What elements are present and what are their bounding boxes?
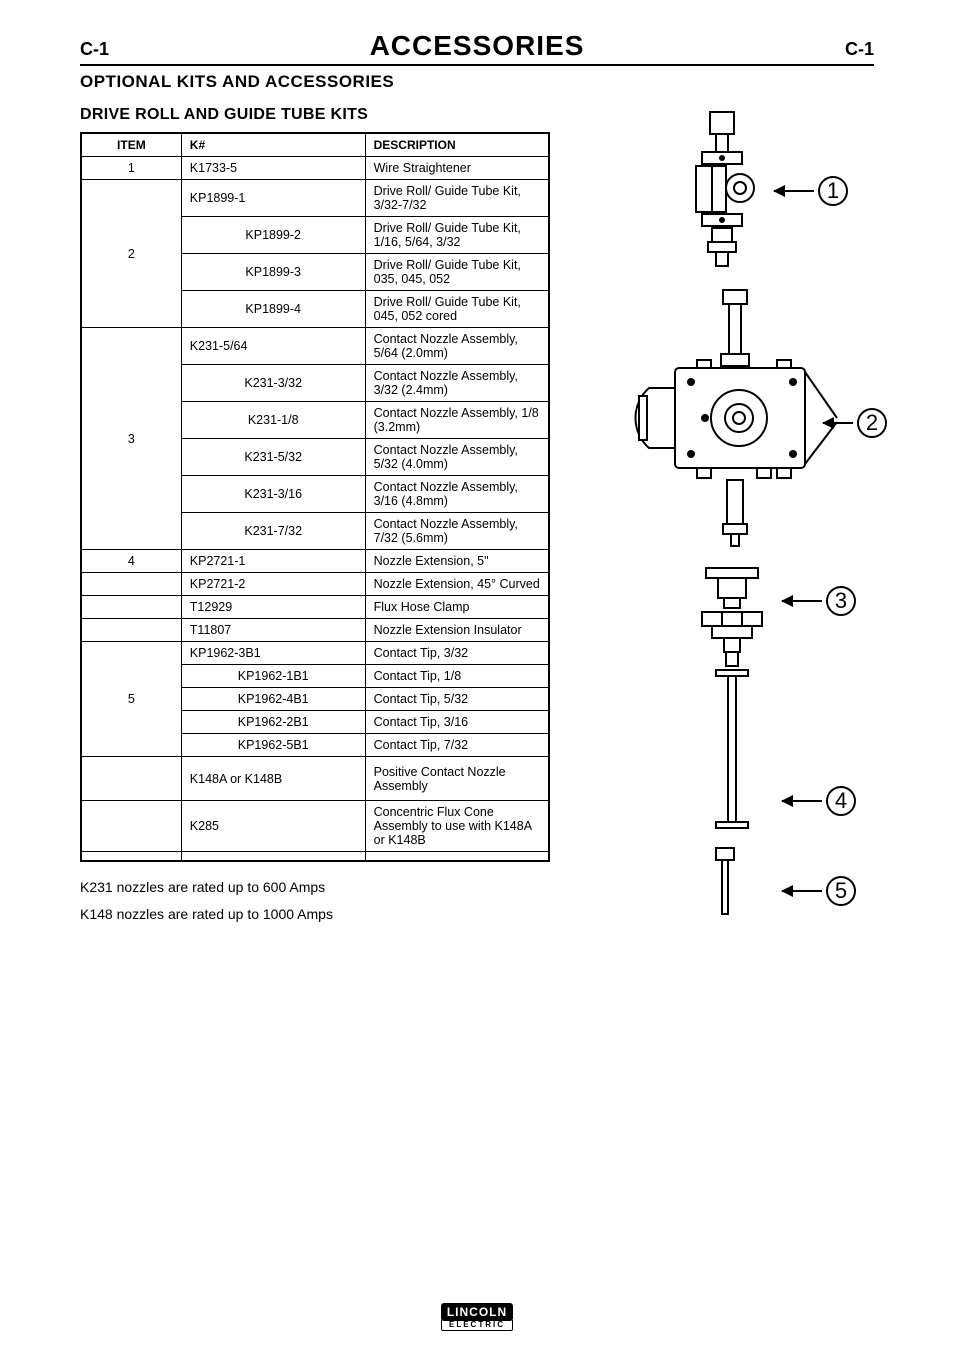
cell-knum: KP1899-1	[181, 180, 365, 217]
table-row: 3K231-5/64Contact Nozzle Assembly, 5/64 …	[81, 328, 549, 365]
table-row: K148A or K148BPositive Contact Nozzle As…	[81, 757, 549, 801]
cell-knum: K231-7/32	[181, 513, 365, 550]
table-row: 4KP2721-1Nozzle Extension, 5"	[81, 550, 549, 573]
cell-knum: T12929	[181, 596, 365, 619]
cell-desc: Nozzle Extension, 5"	[365, 550, 549, 573]
cell-desc: Nozzle Extension Insulator	[365, 619, 549, 642]
cell-desc: Contact Tip, 3/32	[365, 642, 549, 665]
cell-item: 5	[81, 642, 181, 757]
cell-desc: Contact Tip, 3/16	[365, 711, 549, 734]
page-number-left: C-1	[80, 39, 109, 60]
cell-desc: Contact Nozzle Assembly, 1/8 (3.2mm)	[365, 402, 549, 439]
cell-desc: Contact Tip, 7/32	[365, 734, 549, 757]
cell-desc: Wire Straightener	[365, 157, 549, 180]
table-row: T11807Nozzle Extension Insulator	[81, 619, 549, 642]
cell-desc: Contact Nozzle Assembly, 3/32 (2.4mm)	[365, 365, 549, 402]
cell-knum: KP1899-2	[181, 217, 365, 254]
note-line: K148 nozzles are rated up to 1000 Amps	[80, 901, 550, 928]
cell-item	[81, 852, 181, 862]
cell-item	[81, 757, 181, 801]
th-desc: DESCRIPTION	[365, 133, 549, 157]
cell-desc: Contact Tip, 1/8	[365, 665, 549, 688]
cell-knum: T11807	[181, 619, 365, 642]
cell-desc: Flux Hose Clamp	[365, 596, 549, 619]
cell-desc: Contact Nozzle Assembly, 3/16 (4.8mm)	[365, 476, 549, 513]
cell-knum: K231-5/64	[181, 328, 365, 365]
cell-item: 4	[81, 550, 181, 573]
cell-knum: KP1962-3B1	[181, 642, 365, 665]
callout-1: 1	[818, 176, 848, 206]
figure-3-4-5: 3 4 5	[662, 566, 802, 946]
cell-knum: KP1962-5B1	[181, 734, 365, 757]
table-row: 1K1733-5Wire Straightener	[81, 157, 549, 180]
figure-1: 1	[672, 110, 792, 270]
section-title: OPTIONAL KITS AND ACCESSORIES	[80, 72, 874, 92]
table-row: 2KP1899-1Drive Roll/ Guide Tube Kit, 3/3…	[81, 180, 549, 217]
brand-logo: LINCOLN ELECTRIC	[441, 1306, 513, 1331]
table-row: KP2721-2Nozzle Extension, 45° Curved	[81, 573, 549, 596]
cell-desc: Contact Nozzle Assembly, 7/32 (5.6mm)	[365, 513, 549, 550]
cell-knum: KP1962-4B1	[181, 688, 365, 711]
cell-desc: Concentric Flux Cone Assembly to use wit…	[365, 801, 549, 852]
cell-knum: KP2721-1	[181, 550, 365, 573]
cell-desc: Drive Roll/ Guide Tube Kit, 045, 052 cor…	[365, 291, 549, 328]
cell-desc: Positive Contact Nozzle Assembly	[365, 757, 549, 801]
cell-item: 2	[81, 180, 181, 328]
cell-knum: K1733-5	[181, 157, 365, 180]
table-row	[81, 852, 549, 862]
cell-knum: K231-5/32	[181, 439, 365, 476]
figure-2: 2	[627, 288, 837, 548]
logo-top: LINCOLN	[441, 1303, 513, 1321]
callout-4: 4	[826, 786, 856, 816]
table-row: 5KP1962-3B1Contact Tip, 3/32	[81, 642, 549, 665]
cell-item	[81, 596, 181, 619]
table-row: T12929Flux Hose Clamp	[81, 596, 549, 619]
cell-knum: K148A or K148B	[181, 757, 365, 801]
callout-3: 3	[826, 586, 856, 616]
cell-knum	[181, 852, 365, 862]
diagram-column: 1	[590, 106, 874, 946]
page-number-right: C-1	[845, 39, 874, 60]
cell-desc: Nozzle Extension, 45° Curved	[365, 573, 549, 596]
callout-2: 2	[857, 408, 887, 438]
page-header: C-1 ACCESSORIES C-1	[80, 30, 874, 66]
parts-table: ITEM K# DESCRIPTION 1K1733-5Wire Straigh…	[80, 132, 550, 862]
note-line: K231 nozzles are rated up to 600 Amps	[80, 874, 550, 901]
th-item: ITEM	[81, 133, 181, 157]
cell-knum: K231-1/8	[181, 402, 365, 439]
subsection-title: DRIVE ROLL AND GUIDE TUBE KITS	[80, 106, 550, 124]
cell-desc: Contact Tip, 5/32	[365, 688, 549, 711]
cell-item	[81, 573, 181, 596]
cell-item: 3	[81, 328, 181, 550]
cell-knum: K231-3/32	[181, 365, 365, 402]
page-title: ACCESSORIES	[370, 30, 585, 62]
th-knum: K#	[181, 133, 365, 157]
table-notes: K231 nozzles are rated up to 600 Amps K1…	[80, 874, 550, 927]
cell-desc: Drive Roll/ Guide Tube Kit, 3/32-7/32	[365, 180, 549, 217]
cell-knum: K231-3/16	[181, 476, 365, 513]
cell-knum: KP1962-1B1	[181, 665, 365, 688]
cell-desc: Contact Nozzle Assembly, 5/32 (4.0mm)	[365, 439, 549, 476]
cell-knum: KP1962-2B1	[181, 711, 365, 734]
cell-item	[81, 619, 181, 642]
cell-knum: K285	[181, 801, 365, 852]
cell-knum: KP1899-4	[181, 291, 365, 328]
callout-5: 5	[826, 876, 856, 906]
cell-desc	[365, 852, 549, 862]
cell-knum: KP1899-3	[181, 254, 365, 291]
cell-desc: Drive Roll/ Guide Tube Kit, 035, 045, 05…	[365, 254, 549, 291]
cell-desc: Contact Nozzle Assembly, 5/64 (2.0mm)	[365, 328, 549, 365]
cell-item	[81, 801, 181, 852]
cell-item: 1	[81, 157, 181, 180]
page-footer: LINCOLN ELECTRIC	[80, 1306, 874, 1332]
table-row: K285Concentric Flux Cone Assembly to use…	[81, 801, 549, 852]
cell-desc: Drive Roll/ Guide Tube Kit, 1/16, 5/64, …	[365, 217, 549, 254]
cell-knum: KP2721-2	[181, 573, 365, 596]
